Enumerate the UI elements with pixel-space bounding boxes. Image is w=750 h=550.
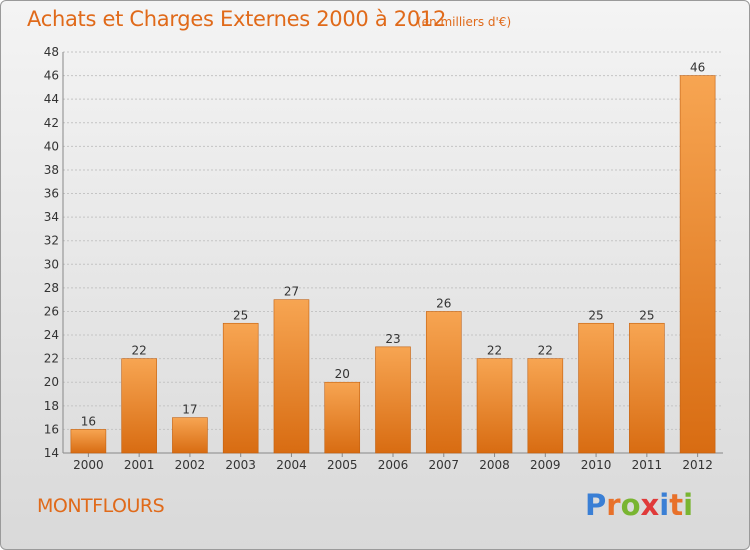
logo-letter: t [669, 488, 684, 522]
y-tick-label: 14 [44, 446, 59, 460]
y-tick-label: 24 [44, 328, 59, 342]
y-tick-label: 22 [44, 352, 59, 366]
bar-value-label: 27 [284, 285, 299, 299]
grid-lines [63, 51, 723, 430]
bar [527, 358, 564, 454]
logo-letter: i [659, 488, 670, 522]
bar [578, 322, 614, 454]
commune-name: MONTFLOURS [37, 495, 165, 517]
logo-letter: r [606, 488, 621, 522]
bar [273, 299, 310, 454]
x-tick-label: 2003 [225, 458, 256, 472]
x-tick-label: 2006 [378, 458, 409, 472]
bar-value-label: 17 [182, 403, 197, 417]
x-tick-label: 2008 [479, 458, 510, 472]
bar [375, 346, 411, 454]
bar [324, 381, 361, 454]
bar [222, 322, 259, 454]
bar-value-label: 25 [233, 308, 248, 322]
y-tick-label: 18 [44, 399, 59, 413]
x-tick-label: 2011 [632, 458, 663, 472]
bar-value-label: 22 [538, 344, 553, 358]
bar [629, 322, 665, 454]
chart-subtitle: (en milliers d'€) [417, 15, 512, 29]
bar-value-label: 26 [436, 296, 451, 310]
logo-letter: i [683, 488, 694, 522]
logo-letter: o [620, 488, 641, 522]
x-tick-label: 2004 [276, 458, 307, 472]
bar-value-label: 25 [588, 308, 603, 322]
bar-value-label: 22 [487, 344, 502, 358]
logo-letter: P [585, 488, 607, 522]
value-labels: 16 22 17 25 27 20 23 26 22 22 25 25 46 [81, 61, 706, 429]
bar-value-label: 16 [81, 414, 96, 428]
x-tick-label: 2009 [530, 458, 561, 472]
x-tick-label: 2001 [124, 458, 155, 472]
y-tick-label: 28 [44, 281, 59, 295]
y-tick-labels: 14 16 18 20 22 24 26 28 30 32 34 36 38 40 42 44 46 48 [44, 45, 59, 460]
bar-value-label: 20 [335, 367, 350, 381]
x-tick-label: 2012 [682, 458, 713, 472]
bar [121, 358, 157, 454]
x-tick-label: 2000 [73, 458, 104, 472]
y-tick-label: 34 [44, 210, 59, 224]
y-tick-label: 46 [44, 69, 59, 83]
y-tick-label: 40 [44, 139, 59, 153]
x-tick-label: 2007 [428, 458, 459, 472]
bar [425, 311, 462, 454]
x-tick-label: 2005 [327, 458, 358, 472]
bar [70, 429, 107, 454]
y-tick-label: 16 [44, 422, 59, 436]
logo-letter: x [640, 488, 660, 522]
y-tick-label: 44 [44, 92, 59, 106]
y-tick-label: 20 [44, 375, 59, 389]
y-tick-label: 26 [44, 304, 59, 318]
bar [476, 358, 513, 454]
proxiti-logo[interactable]: Proxiti [585, 488, 693, 522]
y-tick-label: 38 [44, 163, 59, 177]
x-tick-label: 2010 [581, 458, 612, 472]
bar [172, 417, 208, 454]
y-tick-label: 48 [44, 45, 59, 59]
x-tick-label: 2002 [175, 458, 206, 472]
bar-value-label: 46 [690, 61, 705, 75]
y-tick-label: 30 [44, 257, 59, 271]
y-tick-label: 42 [44, 116, 59, 130]
chart-title: Achats et Charges Externes 2000 à 2012 [27, 7, 447, 31]
bar [679, 75, 716, 454]
x-tick-labels: 2000 2001 2002 2003 2004 2005 2006 2007 2008 2009… [73, 458, 713, 472]
bar-value-label: 23 [385, 332, 400, 346]
bars [70, 75, 716, 454]
y-tick-label: 32 [44, 234, 59, 248]
y-tick-label: 36 [44, 187, 59, 201]
bar-value-label: 25 [639, 308, 654, 322]
bar-value-label: 22 [132, 344, 147, 358]
